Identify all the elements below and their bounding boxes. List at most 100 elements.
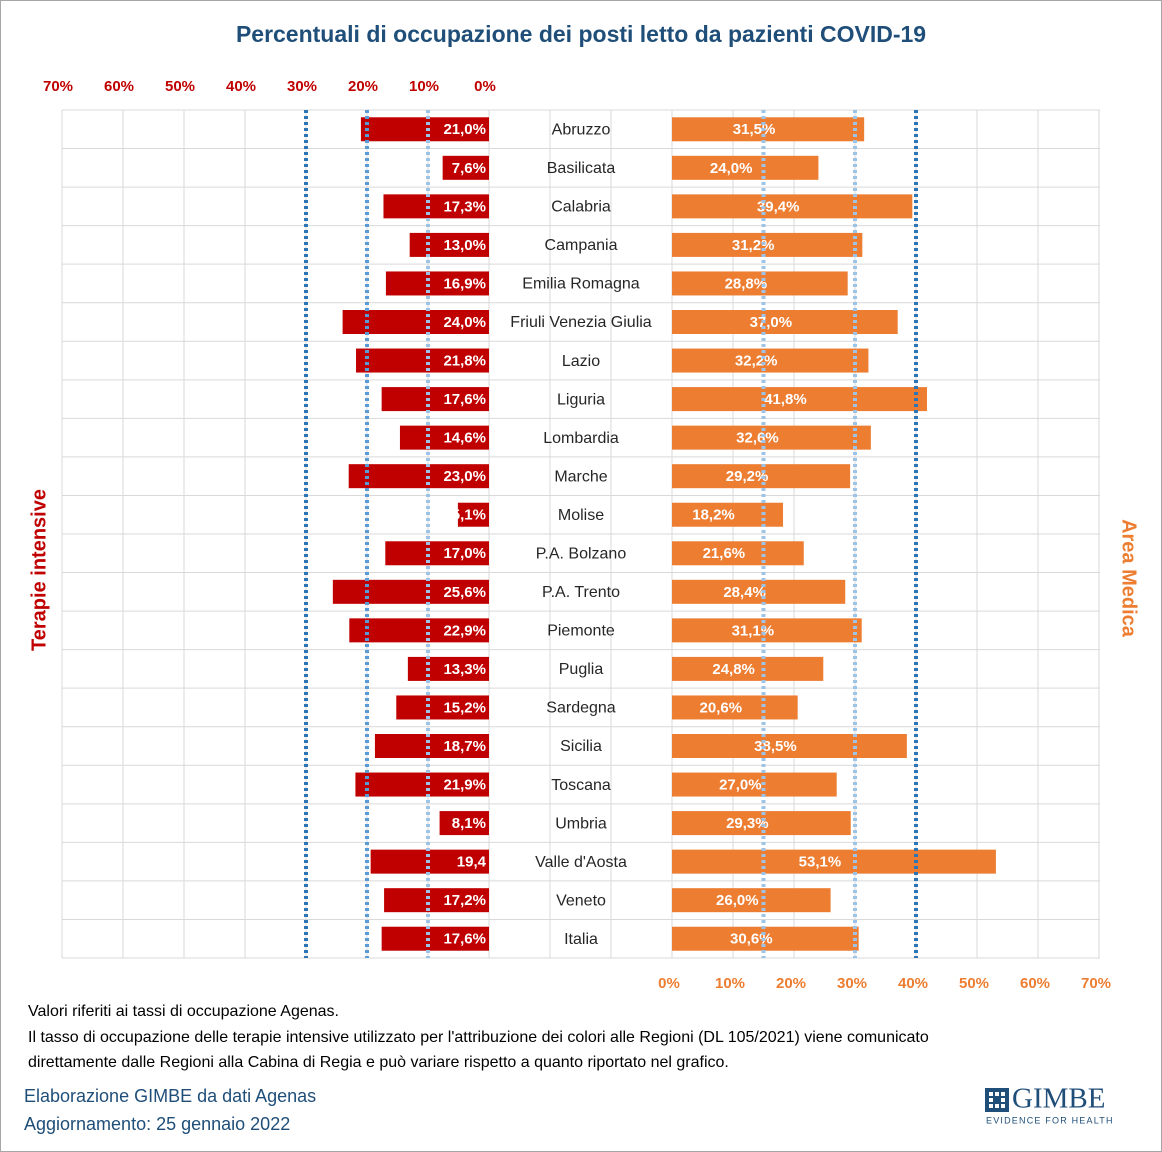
note: Il tasso di occupazione delle terapie in… <box>28 1029 929 1046</box>
category-label: Basilicata <box>547 160 616 177</box>
bar <box>672 310 898 334</box>
chart-title: Percentuali di occupazione dei posti let… <box>236 21 926 47</box>
value-label: 24,0% <box>443 314 486 331</box>
value-label: 41,8% <box>764 391 807 408</box>
category-label: Sicilia <box>560 738 602 755</box>
bar <box>672 772 837 797</box>
value-label: 29,2% <box>726 468 769 485</box>
value-label: 21,6% <box>703 545 746 562</box>
bar <box>672 348 869 373</box>
x2-tick-label: 10% <box>715 975 745 992</box>
category-label: Sardegna <box>546 700 615 717</box>
bar <box>348 464 489 489</box>
category-label: Lazio <box>562 353 600 370</box>
value-label: 31,1% <box>732 622 775 639</box>
bar <box>672 811 851 836</box>
value-label: 32,2% <box>735 353 778 370</box>
value-label: 18,7% <box>443 738 486 755</box>
x2-tick-label: 50% <box>959 975 989 992</box>
bar <box>672 656 824 681</box>
category-label: Abruzzo <box>552 121 611 138</box>
bar <box>672 155 819 180</box>
value-label: 20,6% <box>700 699 743 716</box>
category-label: Piemonte <box>547 623 615 640</box>
category-label: Toscana <box>551 777 611 794</box>
bar <box>672 888 831 913</box>
category-label: Friuli Venezia Giulia <box>510 314 652 331</box>
value-label: 21,9% <box>443 777 486 794</box>
bar <box>672 387 927 412</box>
bar <box>360 117 489 142</box>
category-label: Campania <box>545 237 618 254</box>
bar <box>356 348 489 373</box>
value-label: 28,8% <box>725 275 768 292</box>
category-label: Calabria <box>551 199 611 216</box>
value-label: 23,0% <box>443 468 486 485</box>
bar <box>396 695 489 720</box>
bar <box>384 888 489 913</box>
value-label: 5,1% <box>452 507 486 524</box>
value-label: 24,0% <box>710 160 753 177</box>
category-label: Lombardia <box>543 430 619 447</box>
x-tick-label: 20% <box>348 78 378 95</box>
value-label: 21,0% <box>443 121 486 138</box>
value-label: 25,6% <box>443 584 486 601</box>
value-label: 8,1% <box>452 815 486 832</box>
bar <box>672 232 863 257</box>
x2-tick-label: 40% <box>898 975 928 992</box>
x-tick-label: 0% <box>474 78 496 95</box>
x-tick-label: 30% <box>287 78 317 95</box>
bar <box>383 194 489 219</box>
x2-tick-label: 70% <box>1081 975 1111 992</box>
value-label: 53,1% <box>799 854 842 871</box>
category-label: P.A. Trento <box>542 584 620 601</box>
bar <box>672 849 996 874</box>
updated: Aggiornamento: 25 gennaio 2022 <box>24 1114 290 1134</box>
bar <box>672 734 907 758</box>
category-label: Veneto <box>556 892 606 909</box>
bar <box>381 926 489 951</box>
logo-name: GIMBE <box>1012 1083 1105 1115</box>
x2-tick-label: 30% <box>837 975 867 992</box>
bar <box>672 618 862 643</box>
right-axis-title: Area Medica <box>1118 519 1140 638</box>
category-label: P.A. Bolzano <box>536 545 627 562</box>
bar <box>409 232 489 257</box>
bar <box>349 618 489 643</box>
bar <box>407 656 489 681</box>
x-tick-label: 60% <box>104 78 134 95</box>
left-axis-title: Terapie intensive <box>28 489 50 651</box>
bar <box>439 811 489 836</box>
bar <box>672 194 913 219</box>
logo-pattern <box>989 1092 1005 1108</box>
x2-tick-label: 60% <box>1020 975 1050 992</box>
category-label: Puglia <box>559 661 604 678</box>
value-label: 14,6% <box>443 430 486 447</box>
value-label: 18,2% <box>692 507 735 524</box>
bar <box>332 579 489 604</box>
category-label: Italia <box>564 931 598 948</box>
category-label: Liguria <box>557 391 605 408</box>
value-label: 31,5% <box>733 121 776 138</box>
plot-area: 0% 10% 20% 30% 40% 50% 60% 70% 0% 10% 20% 30% 40% 50%… <box>43 78 1111 992</box>
value-label: 22,9% <box>443 622 486 639</box>
bar <box>672 579 846 604</box>
value-label: 16,9% <box>443 275 486 292</box>
logo-tagline: EVIDENCE FOR HEALTH <box>986 1115 1114 1125</box>
value-label: 17,0% <box>443 545 486 562</box>
category-label: Marche <box>554 468 607 485</box>
value-label: 38,5% <box>754 738 797 755</box>
bar <box>374 734 489 758</box>
value-label: 30,6% <box>730 931 773 948</box>
value-label: 24,8% <box>712 661 755 678</box>
value-label: 31,2% <box>732 237 775 254</box>
value-label: 19,4 <box>457 854 487 871</box>
logo: GIMBE EVIDENCE FOR HEALTH <box>985 1083 1114 1125</box>
category-label: Valle d'Aosta <box>535 854 627 871</box>
bar <box>457 502 489 527</box>
category-label: Molise <box>558 507 604 524</box>
category-label: Emilia Romagna <box>522 276 639 293</box>
value-label: 39,4% <box>757 198 800 215</box>
